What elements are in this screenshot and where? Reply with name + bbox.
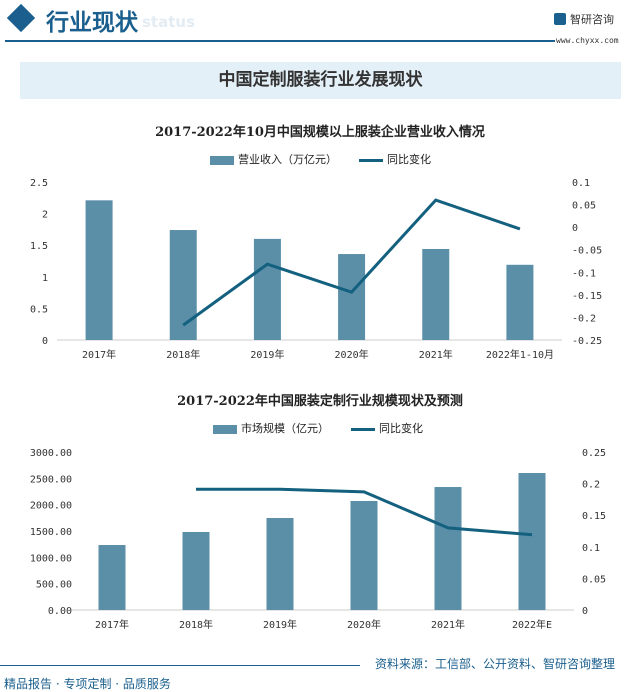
y2-tick-label: -0.2 — [572, 313, 596, 324]
y-tick-label: 1000.00 — [30, 553, 72, 564]
y-tick-label: 2.5 — [30, 178, 48, 189]
x-tick-label: 2019年 — [263, 618, 297, 631]
bar — [519, 473, 546, 610]
bar — [351, 501, 378, 610]
y-tick-label: 500.00 — [36, 580, 72, 591]
y2-tick-label: -0.1 — [572, 268, 596, 279]
x-tick-label: 2022年1-10月 — [486, 348, 554, 361]
chart1-legend: 营业收入（万亿元） 同比变化 — [210, 151, 431, 167]
bar — [506, 265, 533, 340]
y2-tick-label: 0.05 — [572, 201, 596, 212]
y2-tick-label: 0.2 — [582, 480, 600, 491]
legend-bar-label: 营业收入（万亿元） — [238, 153, 337, 166]
section-watermark: status — [142, 13, 195, 31]
x-tick-label: 2018年 — [179, 618, 213, 631]
x-tick-label: 2017年 — [82, 348, 116, 361]
bar — [267, 518, 294, 610]
footer-source: 资料来源：工信部、公开资料、智研咨询整理 — [375, 655, 615, 672]
footer-slogan: 精品报告 · 专项定制 · 品质服务 — [4, 675, 171, 692]
chart1-title: 2017-2022年10月中国规模以上服装企业营业收入情况 — [0, 121, 640, 140]
y-tick-label: 1.5 — [30, 241, 48, 252]
x-tick-label: 2020年 — [335, 348, 369, 361]
y-tick-label: 3000.00 — [30, 448, 72, 459]
x-tick-label: 2021年 — [419, 348, 453, 361]
y2-tick-label: -0.15 — [572, 291, 602, 302]
bar — [435, 487, 462, 610]
y-tick-label: 2 — [42, 210, 48, 221]
y2-tick-label: 0.15 — [582, 511, 606, 522]
legend-bar-label: 市场规模（亿元） — [241, 422, 329, 435]
x-tick-label: 2022年E — [512, 618, 552, 631]
banner-title: 中国定制服装行业发展现状 — [20, 62, 621, 99]
section-title: 行业现状 — [46, 3, 138, 37]
legend-line: 同比变化 — [359, 151, 431, 167]
y2-tick-label: -0.05 — [572, 246, 602, 257]
logo: 智研咨询 — [554, 11, 614, 27]
y-tick-label: 2000.00 — [30, 501, 72, 512]
chart1: 0 0.5 1 1.5 2 2.5 -0.25 -0.2 -0.15 -0.1 -0.05 0 0.05… — [0, 170, 640, 370]
y-tick-label: 2500.00 — [30, 474, 72, 485]
logo-text: 智研咨询 — [570, 11, 614, 27]
x-tick-label: 2018年 — [166, 348, 200, 361]
bar — [338, 254, 365, 340]
legend-bar: 市场规模（亿元） — [213, 420, 329, 436]
header-divider — [5, 40, 555, 42]
y2-tick-label: 0 — [582, 606, 588, 617]
y-tick-label: 0.00 — [48, 606, 72, 617]
y-tick-label: 1 — [42, 273, 48, 284]
y2-tick-label: 0 — [572, 223, 578, 234]
bar — [422, 249, 449, 340]
x-tick-label: 2017年 — [95, 618, 129, 631]
y-tick-label: 0 — [42, 336, 48, 347]
y2-tick-label: 0.1 — [572, 178, 590, 189]
footer-divider — [0, 665, 360, 666]
bar — [183, 532, 210, 610]
y-tick-label: 0.5 — [30, 304, 48, 315]
x-tick-label: 2020年 — [347, 618, 381, 631]
bar — [254, 239, 281, 340]
legend-line-label: 同比变化 — [379, 422, 423, 435]
y2-tick-label: 0.1 — [582, 543, 600, 554]
bar — [99, 545, 126, 610]
chart2-legend: 市场规模（亿元） 同比变化 — [213, 420, 423, 436]
diamond-icon — [7, 4, 35, 32]
bar — [86, 200, 113, 340]
logo-icon — [554, 13, 566, 25]
y-tick-label: 1500.00 — [30, 527, 72, 538]
y2-tick-label: -0.25 — [572, 336, 602, 347]
y2-tick-label: 0.05 — [582, 574, 606, 585]
site-url: www.chyxx.com — [556, 36, 619, 45]
y2-tick-label: 0.25 — [582, 448, 606, 459]
legend-line: 同比变化 — [351, 420, 423, 436]
legend-line-label: 同比变化 — [387, 153, 431, 166]
x-tick-label: 2021年 — [431, 618, 465, 631]
chart2-title: 2017-2022年中国服装定制行业规模现状及预测 — [0, 390, 640, 409]
chart2: 0.00 500.00 1000.00 1500.00 2000.00 2500.00 30… — [0, 440, 640, 640]
legend-bar: 营业收入（万亿元） — [210, 151, 337, 167]
x-tick-label: 2019年 — [250, 348, 284, 361]
